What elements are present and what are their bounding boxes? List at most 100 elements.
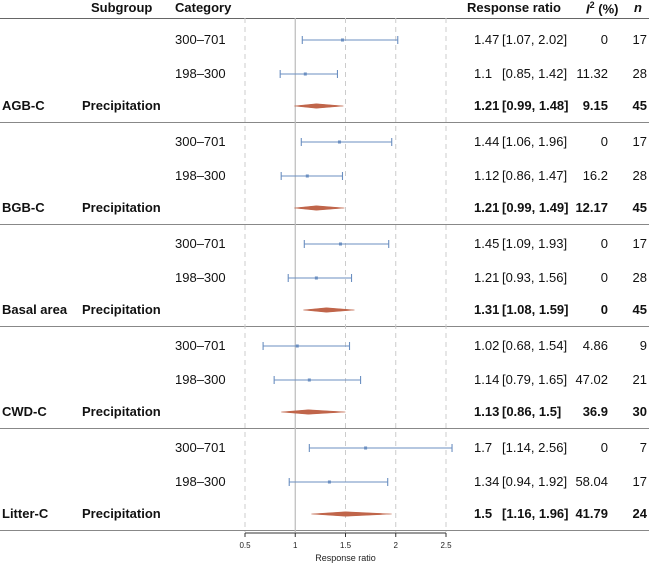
group-name: CWD-C <box>2 404 47 419</box>
summary-n: 45 <box>632 302 647 317</box>
ci-value: [1.09, 1.93] <box>502 236 568 251</box>
n-value: 17 <box>632 32 647 47</box>
ci-value: [0.79, 1.65] <box>502 372 568 387</box>
point-estimate <box>338 242 342 246</box>
header-i2: I2 (%) <box>586 0 618 16</box>
group-separator <box>0 224 649 225</box>
category-label: 300–701 <box>175 134 226 149</box>
category-label: 300–701 <box>175 440 226 455</box>
i2-value: 47.02 <box>575 372 608 387</box>
rr-value: 1.34 <box>474 474 500 489</box>
category-label: 198–300 <box>175 474 226 489</box>
category-label: 198–300 <box>175 270 226 285</box>
ci-value: [0.94, 1.92] <box>502 474 568 489</box>
summary-rr: 1.5 <box>474 506 493 521</box>
summary-ci: [1.16, 1.96] <box>502 506 569 521</box>
i2-value: 0 <box>600 440 608 455</box>
point-estimate <box>295 344 299 348</box>
n-value: 28 <box>632 168 647 183</box>
point-estimate <box>307 378 311 382</box>
summary-ci: [1.08, 1.59] <box>502 302 569 317</box>
header-response-ratio: Response ratio <box>467 0 561 15</box>
rr-value: 1.47 <box>474 32 500 47</box>
header-separator <box>0 18 649 19</box>
x-tick-label: 2.5 <box>440 541 452 550</box>
group-name: Litter-C <box>2 506 49 521</box>
summary-ci: [0.99, 1.48] <box>502 98 569 113</box>
rr-value: 1.12 <box>474 168 500 183</box>
group-separator <box>0 428 649 429</box>
i2-value: 0 <box>600 134 608 149</box>
ci-value: [1.14, 2.56] <box>502 440 568 455</box>
point-estimate <box>305 174 309 178</box>
i2-value: 11.32 <box>576 66 608 81</box>
ci-value: [1.06, 1.96] <box>502 134 568 149</box>
summary-diamond <box>294 205 345 211</box>
ci-value: [0.68, 1.54] <box>502 338 568 353</box>
n-value: 17 <box>632 474 647 489</box>
n-value: 7 <box>639 440 647 455</box>
summary-i2: 12.17 <box>575 200 608 215</box>
group-name: Basal area <box>2 302 68 317</box>
rr-value: 1.45 <box>474 236 500 251</box>
x-tick-label: 1 <box>293 541 298 550</box>
i2-value: 58.04 <box>575 474 608 489</box>
subgroup-label: Precipitation <box>82 302 161 317</box>
n-value: 17 <box>632 236 647 251</box>
summary-i2: 41.79 <box>575 506 608 521</box>
ci-value: [1.07, 2.02] <box>502 32 568 47</box>
category-label: 198–300 <box>175 66 226 81</box>
summary-diamond <box>311 511 392 517</box>
header-i2-suffix: (%) <box>594 1 619 17</box>
header-i2-symbol: I <box>586 1 590 17</box>
summary-n: 30 <box>632 404 647 419</box>
header-i2-sup: 2 <box>589 0 595 10</box>
point-estimate <box>303 72 307 76</box>
point-estimate <box>364 446 368 450</box>
summary-diamond <box>303 307 355 313</box>
x-tick-label: 0.5 <box>239 541 251 550</box>
header-n: n <box>634 0 642 15</box>
ci-value: [0.93, 1.56] <box>502 270 568 285</box>
header-subgroup: Subgroup <box>91 0 153 15</box>
subgroup-label: Precipitation <box>82 404 161 419</box>
summary-i2: 0 <box>600 302 608 317</box>
n-value: 17 <box>632 134 647 149</box>
subgroup-label: Precipitation <box>82 98 161 113</box>
point-estimate <box>327 480 331 484</box>
summary-i2: 36.9 <box>582 404 608 419</box>
n-value: 9 <box>639 338 647 353</box>
rr-value: 1.44 <box>474 134 500 149</box>
summary-diamond <box>281 409 346 415</box>
header-category: Category <box>175 0 232 15</box>
point-estimate <box>337 140 341 144</box>
subgroup-label: Precipitation <box>82 506 161 521</box>
i2-value: 0 <box>600 236 608 251</box>
summary-i2: 9.15 <box>582 98 608 113</box>
x-tick-label: 1.5 <box>340 541 352 550</box>
group-separator <box>0 122 649 123</box>
summary-n: 24 <box>632 506 647 521</box>
category-label: 198–300 <box>175 168 226 183</box>
i2-value: 0 <box>600 32 608 47</box>
summary-rr: 1.21 <box>474 98 500 113</box>
n-value: 21 <box>632 372 647 387</box>
summary-ci: [0.99, 1.49] <box>502 200 569 215</box>
category-label: 300–701 <box>175 338 226 353</box>
n-value: 28 <box>632 66 647 81</box>
point-estimate <box>340 38 344 42</box>
summary-diamond <box>294 103 344 109</box>
summary-rr: 1.21 <box>474 200 500 215</box>
category-label: 198–300 <box>175 372 226 387</box>
category-label: 300–701 <box>175 236 226 251</box>
category-label: 300–701 <box>175 32 226 47</box>
group-name: AGB-C <box>2 98 45 113</box>
i2-value: 0 <box>600 270 608 285</box>
x-axis-title: Response ratio <box>315 553 376 563</box>
n-value: 28 <box>632 270 647 285</box>
x-tick-label: 2 <box>394 541 399 550</box>
summary-rr: 1.13 <box>474 404 500 419</box>
summary-ci: [0.86, 1.5] <box>502 404 562 419</box>
ci-value: [0.86, 1.47] <box>502 168 568 183</box>
